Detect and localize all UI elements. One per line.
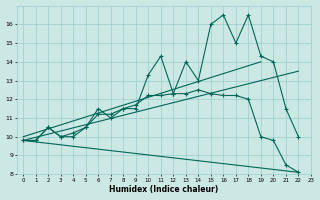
X-axis label: Humidex (Indice chaleur): Humidex (Indice chaleur) xyxy=(109,185,219,194)
